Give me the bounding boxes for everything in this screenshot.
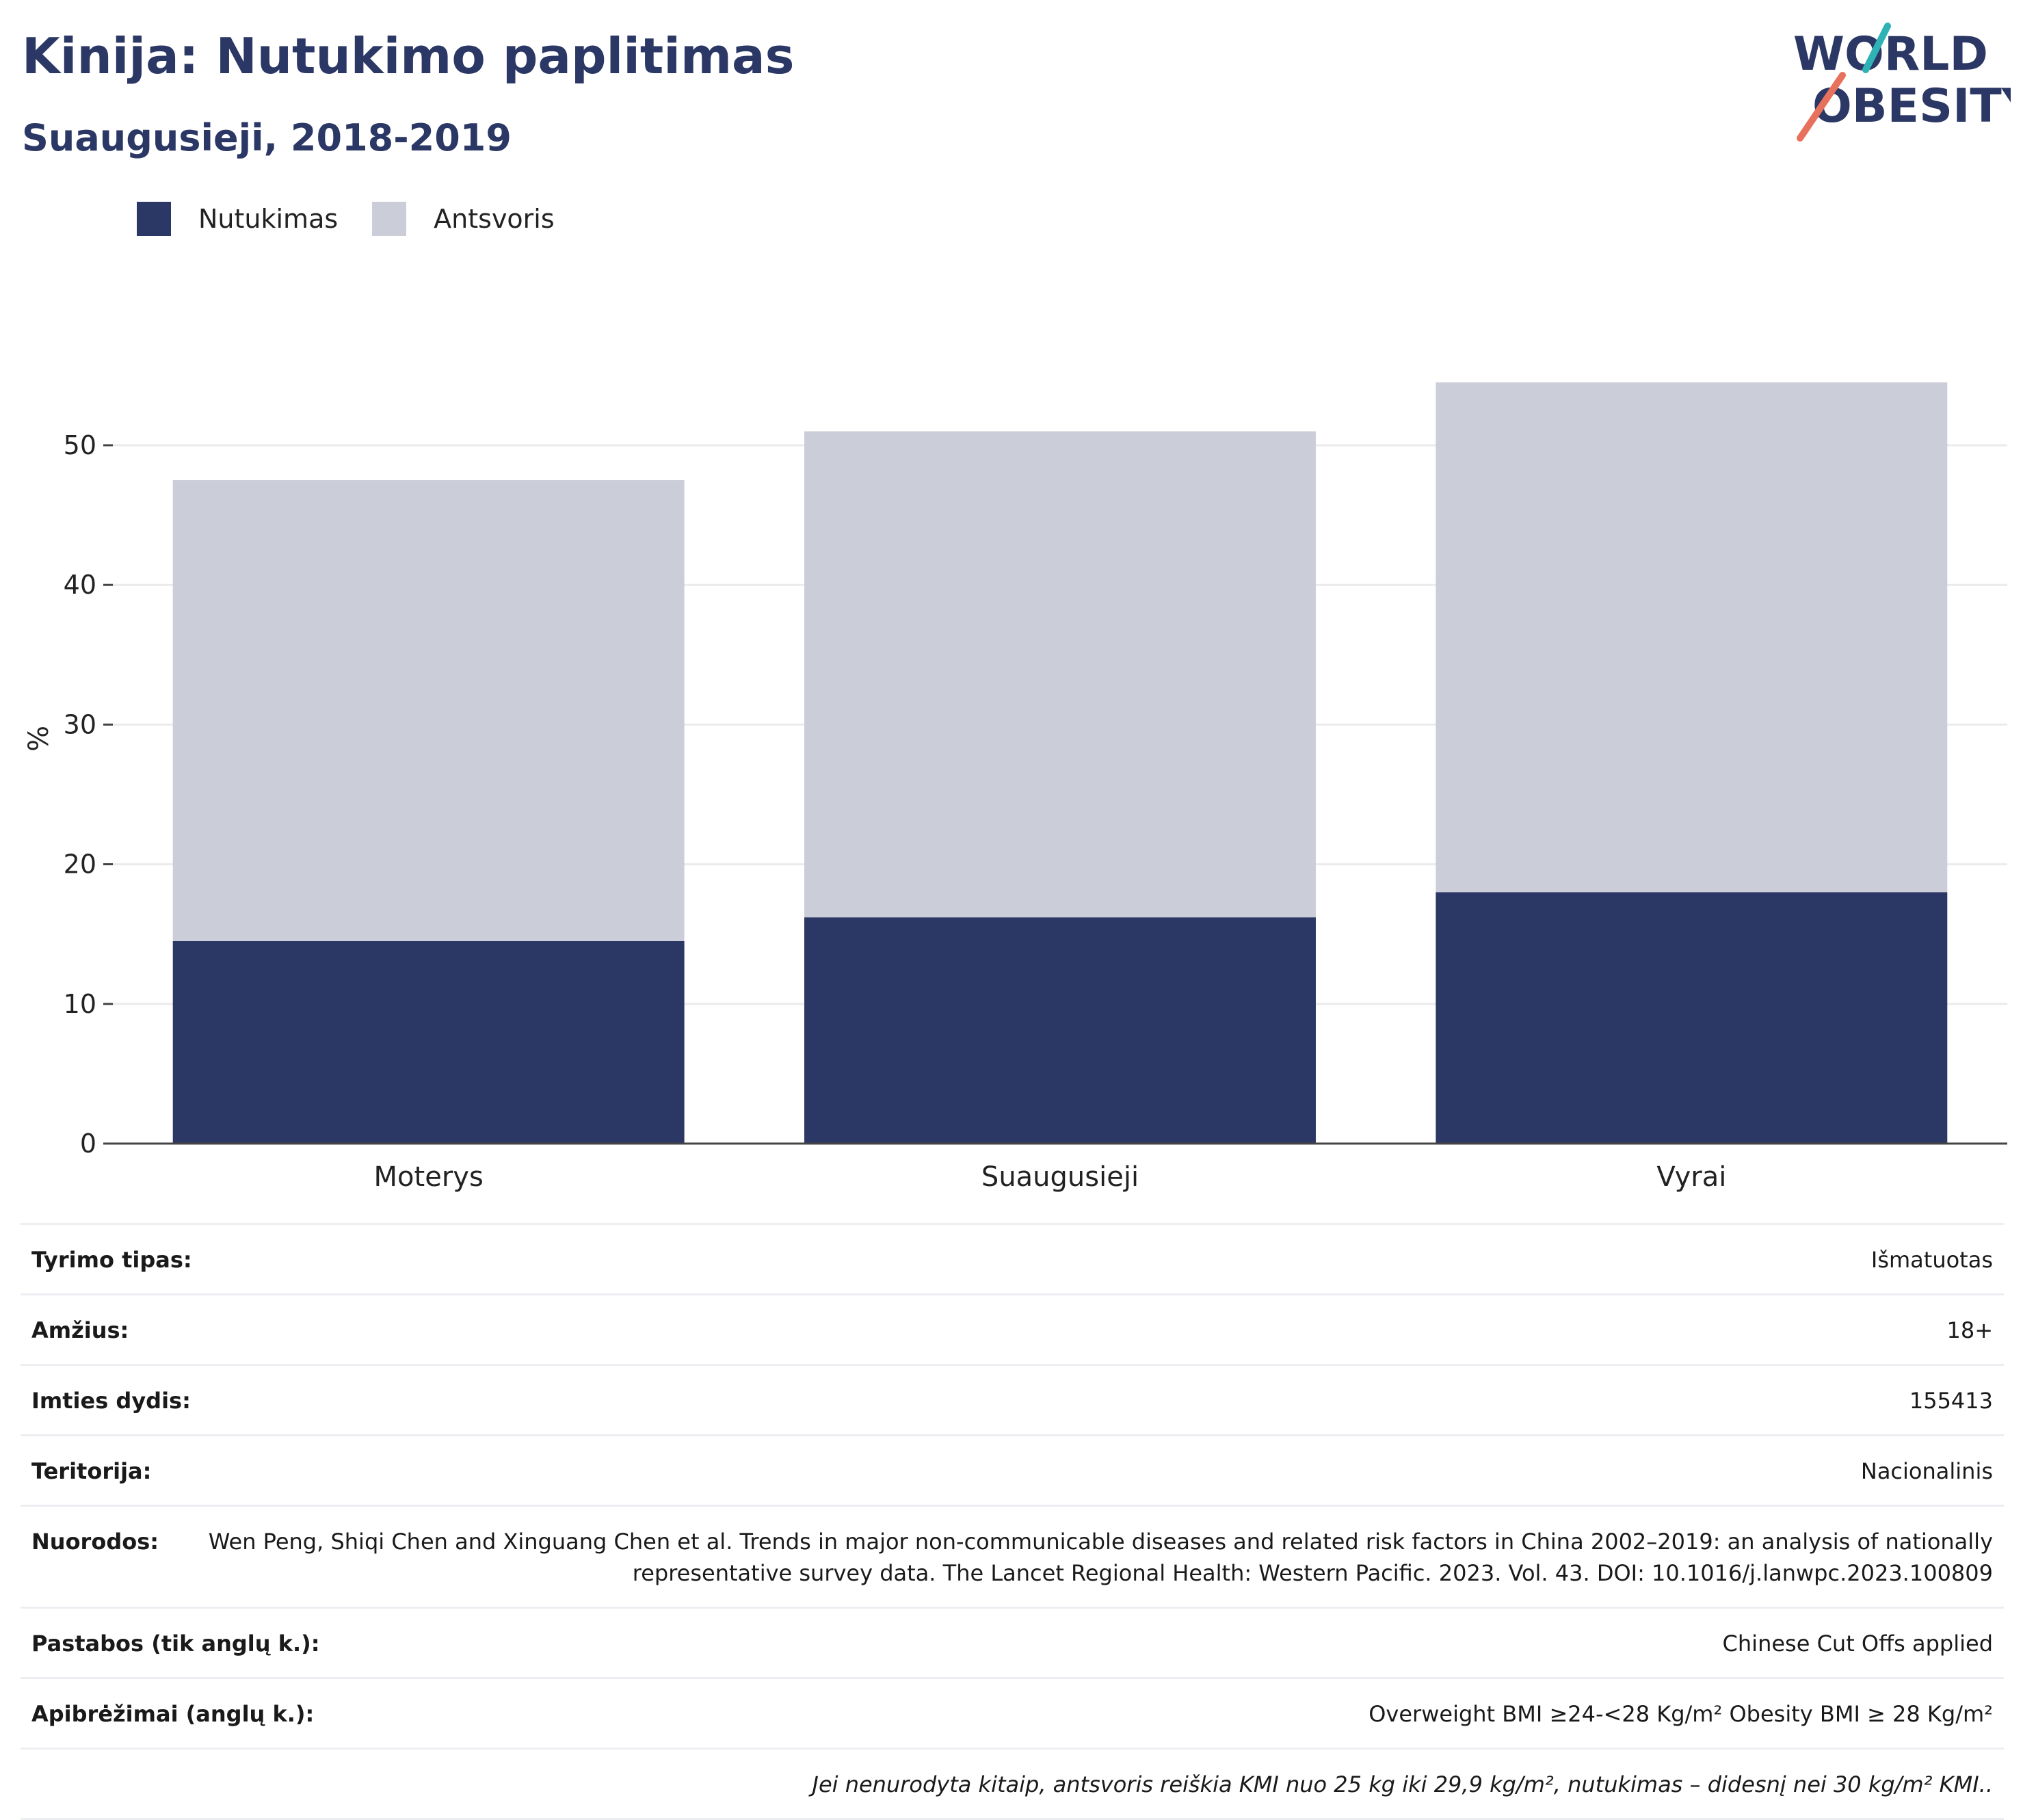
meta-label: Tyrimo tipas: (31, 1247, 192, 1273)
bar-obesity-2 (804, 917, 1316, 1144)
meta-label: Imties dydis: (31, 1388, 191, 1414)
legend-swatch-obesity (137, 202, 171, 236)
meta-label: Teritorija: (31, 1458, 152, 1484)
meta-value: Išmatuotas (1870, 1247, 1993, 1273)
meta-value: 18+ (1946, 1317, 1993, 1343)
x-tick-label: Suaugusieji (981, 1161, 1139, 1193)
bar-overweight-3 (1436, 382, 1948, 893)
y-tick-label: 40 (64, 570, 96, 600)
legend-label-obesity: Nutukimas (198, 204, 339, 234)
meta-row: Apibrėžimai (anglų k.): Overweight BMI ≥2… (21, 1677, 2004, 1748)
legend-item-overweight: Antsvoris (372, 202, 555, 236)
legend-item-obesity: Nutukimas (137, 202, 338, 236)
legend-swatch-overweight (372, 202, 407, 236)
meta-value: Chinese Cut Offs applied (1722, 1631, 1993, 1657)
meta-label: Amžius: (31, 1317, 129, 1343)
meta-label: Nuorodos: (31, 1529, 159, 1555)
y-tick-label: 30 (64, 709, 96, 739)
meta-value: Wen Peng, Shiqi Chen and Xinguang Chen e… (208, 1529, 1993, 1586)
meta-row: Imties dydis: 155413 (21, 1364, 2004, 1434)
y-tick-label: 20 (64, 849, 96, 880)
logo-line-1: WORLD (1793, 27, 1988, 81)
chart-title: Kinija: Nutukimo paplitimas (22, 27, 795, 85)
meta-row: Tyrimo tipas: Išmatuotas (21, 1223, 2004, 1293)
world-obesity-logo: WORLD OBESITY (1793, 23, 2011, 142)
bar-overweight-2 (804, 431, 1316, 918)
y-tick-label: 0 (80, 1129, 96, 1159)
bar-obesity-3 (1436, 892, 1948, 1144)
meta-label: Pastabos (tik anglų k.): (31, 1631, 320, 1657)
meta-row: Teritorija: Nacionalinis (21, 1434, 2004, 1505)
bar-overweight-1 (172, 480, 685, 941)
logo-slash-coral (1797, 72, 1846, 142)
y-tick-label: 10 (64, 989, 96, 1019)
metadata-table: Tyrimo tipas: Išmatuotas Amžius: 18+ Imties … (21, 1223, 2004, 1820)
chart-subtitle: Suaugusieji, 2018-2019 (22, 116, 512, 159)
x-tick-label: Vyrai (1656, 1161, 1726, 1193)
y-tick-label: 50 (64, 430, 96, 460)
meta-row: Pastabos (tik anglų k.): Chinese Cut Offs… (21, 1607, 2004, 1677)
logo-slash-teal (1862, 23, 1891, 73)
meta-value: Nacionalinis (1860, 1458, 1993, 1484)
meta-row: Amžius: 18+ (21, 1293, 2004, 1364)
logo-line-2: OBESITY (1812, 79, 2011, 133)
stacked-bar-chart: 0 10 20 30 40 50% Moterys Suaugusieji Vyrai (23, 382, 2007, 1193)
meta-label: Apibrėžimai (anglų k.): (31, 1701, 315, 1727)
legend-label-overweight: Antsvoris (434, 204, 555, 234)
meta-value: 155413 (1909, 1388, 1993, 1414)
chart-legend: Nutukimas Antsvoris (137, 202, 589, 236)
meta-footnote: Jei nenurodyta kitaip, antsvoris reiškia… (21, 1748, 2004, 1820)
bar-obesity-1 (172, 940, 685, 1144)
meta-value: Overweight BMI ≥24-<28 Kg/m² Obesity BMI… (1368, 1701, 1993, 1727)
x-tick-label: Moterys (374, 1161, 484, 1193)
meta-row: Nuorodos: Wen Peng, Shiqi Chen and Xingua… (21, 1505, 2004, 1607)
y-axis-label: % (23, 726, 55, 752)
